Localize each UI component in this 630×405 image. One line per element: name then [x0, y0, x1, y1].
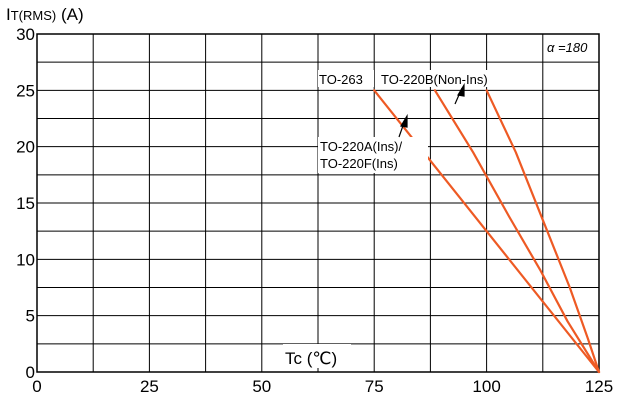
- label-to220b-background: [379, 70, 521, 87]
- label-to263: TO-263: [319, 72, 363, 87]
- arrow-to220b-head: [457, 82, 465, 97]
- y-tick-label: 10: [16, 250, 35, 269]
- y-axis-title-unit: (A): [56, 5, 83, 24]
- y-tick-label: 5: [26, 307, 35, 326]
- alpha-note: α =180: [547, 40, 588, 55]
- axes: [36, 33, 600, 373]
- y-tick-label: 15: [16, 194, 35, 213]
- label-to220a-line2: TO-220F(Ins): [320, 156, 398, 171]
- y-tick-label: 0: [26, 363, 35, 382]
- x-tick-label: 100: [472, 377, 500, 396]
- x-tick-label: 125: [585, 377, 613, 396]
- series-line-3: [485, 89, 601, 374]
- x-tick-label: 75: [365, 377, 384, 396]
- label-to220a-line1: TO-220A(Ins)/: [320, 139, 403, 154]
- annotation-arrows: [398, 82, 465, 138]
- series-line-2: [433, 89, 601, 374]
- arrow-to220a-head: [400, 113, 408, 128]
- y-axis-title-sub: T(RMS): [11, 8, 57, 23]
- x-axis-title: Tc (℃): [285, 349, 337, 368]
- x-axis-title-background: [283, 344, 351, 368]
- alpha-note-background: [544, 37, 598, 57]
- label-to263-background: [318, 70, 374, 87]
- plot-frame: [36, 33, 600, 373]
- y-tick-label: 30: [16, 25, 35, 44]
- y-tick-label: 20: [16, 138, 35, 157]
- x-tick-label: 0: [32, 377, 41, 396]
- y-tick-label: 25: [16, 81, 35, 100]
- x-tick-label: 50: [252, 377, 271, 396]
- tick-labels: 0 25 50 75 100 125 0 5 10 15 20 25 30: [16, 25, 613, 396]
- label-to220a-background: [318, 137, 428, 173]
- y-axis-title: IT(RMS) (A): [6, 5, 84, 24]
- x-tick-label: 25: [140, 377, 159, 396]
- y-axis-title-main: I: [6, 5, 11, 24]
- label-to220b: TO-220B(Non-Ins): [381, 72, 488, 87]
